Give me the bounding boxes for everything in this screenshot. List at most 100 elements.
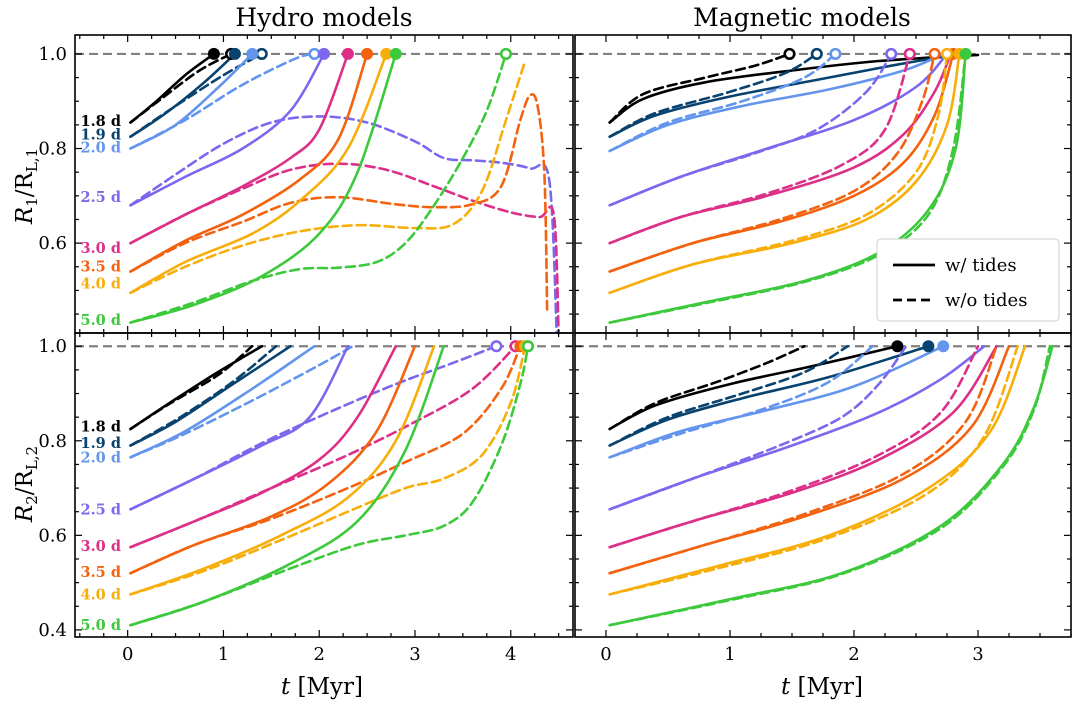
series-50d-solid (129, 52, 398, 324)
endpoint-marker-filled (228, 47, 241, 60)
panels-container: 0.60.81.01.8 d1.9 d2.0 d2.5 d3.0 d3.5 d4… (38, 34, 1072, 665)
right-xlabel: t [Myr] (781, 674, 863, 700)
series-50d-dashed (608, 344, 1052, 627)
panel-hydro-r2: 0 1 2 3 4 0.4 0.6 0.8 1.0 1.8 d1.9 d2.0 d 2.5 d 3.0… (38, 332, 574, 665)
series-20d-dashed (608, 344, 874, 459)
period-label: 4.0 d (81, 586, 121, 603)
series-40d-dashed (129, 344, 527, 596)
endpoint-marker-filled (318, 47, 330, 60)
series-19d-solid (129, 344, 292, 447)
series-group (608, 344, 1054, 627)
panel-magnetic-r2: 0 1 2 3 (574, 332, 1072, 665)
x-tick-label: 3 (972, 644, 983, 665)
ylabel-mid: /R (12, 469, 38, 495)
panel-magnetic-r1 (574, 34, 1072, 334)
x-tick-label: 0 (122, 644, 133, 665)
y-tick-label: 0.8 (38, 139, 67, 160)
endpoint-marker-open (783, 47, 796, 61)
series-25d-dashed (608, 344, 908, 511)
endpoint-marker-open (490, 340, 503, 353)
series-19d-dashed (129, 344, 278, 447)
xlabel-unit: [Myr] (798, 674, 864, 700)
series-35d-dashed (608, 52, 936, 273)
y-tick-label: 0.6 (38, 233, 67, 254)
endpoint-marker-filled (207, 47, 220, 60)
period-label: 5.0 d (81, 617, 121, 634)
series-19d-dashed (608, 344, 850, 447)
period-label: 4.0 d (81, 275, 121, 292)
period-label: 1.8 d (81, 419, 121, 436)
period-label: 2.5 d (81, 189, 121, 206)
series-20d-solid (608, 344, 945, 459)
series-19d-dashed (129, 52, 264, 138)
x-tick-label: 3 (409, 644, 420, 665)
series-35d-solid (608, 344, 1011, 575)
endpoint-marker-filled (246, 47, 259, 60)
series-20d-solid (608, 52, 945, 153)
x-tick-label: 1 (218, 644, 229, 665)
period-label: 3.5 d (81, 258, 121, 275)
series-40d-dashed (608, 52, 949, 295)
endpoint-marker-open (308, 47, 321, 61)
x-tick-label: 0 (600, 644, 611, 665)
series-35d-dashed (608, 344, 998, 575)
series-19d-solid (608, 344, 930, 447)
series-30d-solid (129, 52, 350, 245)
period-label: 1.9 d (81, 126, 121, 143)
series-18d-solid (608, 53, 980, 124)
series-30d-solid (608, 52, 952, 245)
series-35d-dashed (129, 93, 549, 311)
endpoint-marker-open (940, 47, 954, 61)
series-30d-dashed (608, 344, 980, 549)
endpoint-marker-filled (959, 47, 972, 60)
series-18d-dashed (608, 344, 806, 431)
series-25d-solid (129, 52, 326, 207)
series-30d-dashed (129, 162, 560, 333)
series-18d-solid (608, 344, 899, 431)
y-tick-label: 0.4 (38, 620, 67, 641)
endpoint-marker-filled (341, 47, 354, 60)
series-25d-dashed (129, 115, 558, 333)
series-30d-solid (129, 344, 398, 549)
y-tick-label: 1.0 (38, 336, 67, 357)
endpoint-marker-filled (361, 47, 374, 60)
endpoint-marker-filled (922, 340, 935, 353)
endpoint-marker-open (928, 47, 941, 61)
ylabel-sub: L,2 (23, 446, 41, 470)
endpoint-marker-filled (937, 340, 950, 353)
series-25d-dashed (129, 344, 498, 511)
series-20d-solid (129, 344, 316, 459)
series-20d-dashed (129, 344, 354, 459)
endpoint-marker-filled (389, 47, 402, 60)
series-19d-solid (129, 52, 237, 138)
period-label: 2.5 d (81, 501, 121, 518)
series-30d-dashed (129, 344, 517, 549)
series-19d-solid (608, 53, 955, 138)
period-label: 5.0 d (81, 312, 121, 329)
ylabel-r: R (12, 505, 38, 523)
series-40d-dashed (129, 59, 527, 295)
series-25d-dashed (608, 52, 893, 207)
period-label: 3.5 d (81, 564, 121, 581)
period-label: 2.0 d (81, 449, 121, 466)
series-18d-dashed (129, 52, 233, 124)
legend: w/ tides w/o tides (876, 238, 1060, 322)
period-label: 3.0 d (81, 538, 121, 555)
endpoint-marker-open (903, 47, 916, 61)
top-row-ylabel: R1/RL,1 (12, 148, 41, 225)
series-group (129, 344, 530, 627)
series-group (608, 52, 980, 324)
series-35d-solid (129, 52, 369, 273)
y-tick-label: 0.8 (38, 431, 67, 452)
period-label: 1.8 d (81, 113, 121, 130)
period-label: 2.0 d (81, 140, 121, 157)
endpoint-marker-filled (891, 340, 904, 353)
series-20d-dashed (608, 52, 837, 153)
panel-hydro-r1: 0.6 0.8 1.0 1.8 d1.9 d2.0 d 2.5 d 3.0 d3.5 d4… (38, 34, 574, 334)
series-20d-solid (129, 52, 254, 150)
series-50d-dashed (129, 52, 508, 324)
series-50d-dashed (129, 344, 530, 627)
series-18d-dashed (608, 52, 791, 124)
series-40d-solid (608, 344, 1027, 596)
